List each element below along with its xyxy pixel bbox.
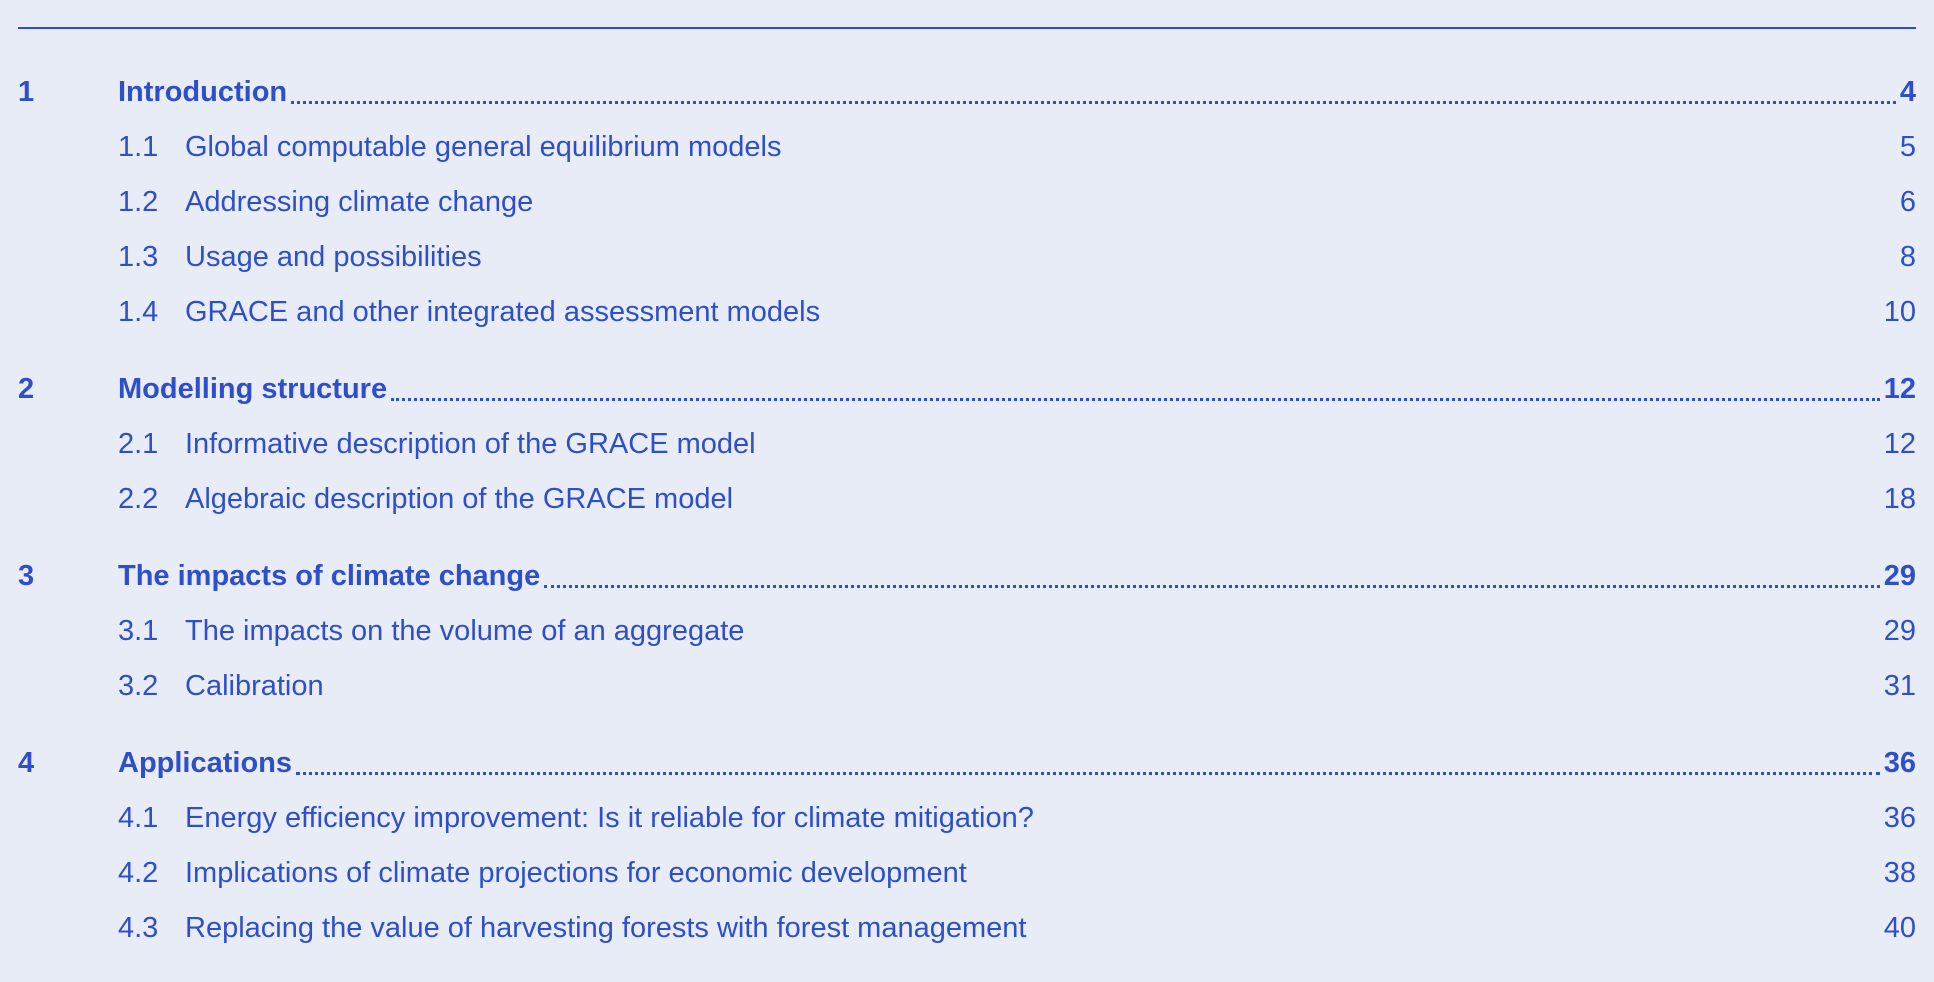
section-title: Algebraic description of the GRACE model bbox=[185, 483, 734, 515]
chapter-title: Introduction bbox=[118, 76, 288, 108]
page-number: 38 bbox=[1883, 857, 1916, 889]
section-number: 1.2 bbox=[118, 186, 159, 218]
section-title: Energy efficiency improvement: Is it rel… bbox=[185, 802, 1034, 834]
top-rule bbox=[18, 27, 1916, 29]
toc-chapter-4: 4 Applications 36 4.1 Energy efficiency … bbox=[18, 736, 1916, 956]
toc-section-entry[interactable]: 3.2 Calibration 31 bbox=[18, 659, 1916, 714]
toc-chapter-entry[interactable]: 2 Modelling structure 12 bbox=[18, 362, 1916, 417]
page-number: 29 bbox=[1883, 560, 1916, 592]
dot-leader bbox=[296, 772, 1880, 775]
toc-chapter-entry[interactable]: 4 Applications 36 bbox=[18, 736, 1916, 791]
toc-section-entry[interactable]: 1.2 Addressing climate change 6 bbox=[18, 175, 1916, 230]
page-number: 6 bbox=[1899, 186, 1916, 218]
section-number: 3.2 bbox=[118, 670, 159, 702]
page-number: 12 bbox=[1883, 428, 1916, 460]
page-number: 18 bbox=[1883, 483, 1916, 515]
dot-leader bbox=[544, 585, 1880, 588]
page-number: 40 bbox=[1883, 912, 1916, 944]
page-number: 10 bbox=[1883, 296, 1916, 328]
page-number: 36 bbox=[1883, 802, 1916, 834]
page-number: 5 bbox=[1899, 131, 1916, 163]
toc-chapter-1: 1 Introduction 4 1.1 Global computable g… bbox=[18, 65, 1916, 340]
toc-section-entry[interactable]: 4.3 Replacing the value of harvesting fo… bbox=[18, 901, 1916, 956]
section-number: 1.3 bbox=[118, 241, 159, 273]
section-title: Addressing climate change bbox=[185, 186, 534, 218]
toc-section-entry[interactable]: 2.1 Informative description of the GRACE… bbox=[18, 417, 1916, 472]
section-title: Calibration bbox=[185, 670, 324, 702]
chapter-number: 4 bbox=[18, 747, 35, 779]
section-title: Informative description of the GRACE mod… bbox=[185, 428, 756, 460]
section-number: 4.3 bbox=[118, 912, 159, 944]
chapter-number: 1 bbox=[18, 76, 35, 108]
section-title: Usage and possibilities bbox=[185, 241, 482, 273]
toc-chapter-2: 2 Modelling structure 12 2.1 Informative… bbox=[18, 362, 1916, 527]
dot-leader bbox=[391, 398, 1880, 401]
section-number: 2.1 bbox=[118, 428, 159, 460]
page-number: 12 bbox=[1883, 373, 1916, 405]
chapter-title: Applications bbox=[118, 747, 293, 779]
toc-section-entry[interactable]: 1.3 Usage and possibilities 8 bbox=[18, 230, 1916, 285]
section-number: 4.1 bbox=[118, 802, 159, 834]
toc-section-entry[interactable]: 4.2 Implications of climate projections … bbox=[18, 846, 1916, 901]
chapter-title: Modelling structure bbox=[118, 373, 388, 405]
page-number: 36 bbox=[1883, 747, 1916, 779]
dot-leader bbox=[291, 101, 1896, 104]
toc-section-entry[interactable]: 1.4 GRACE and other integrated assessmen… bbox=[18, 285, 1916, 340]
section-title: Replacing the value of harvesting forest… bbox=[185, 912, 1027, 944]
section-title: The impacts on the volume of an aggregat… bbox=[185, 615, 745, 647]
chapter-number: 2 bbox=[18, 373, 35, 405]
section-number: 2.2 bbox=[118, 483, 159, 515]
toc-section-entry[interactable]: 4.1 Energy efficiency improvement: Is it… bbox=[18, 791, 1916, 846]
table-of-contents: 1 Introduction 4 1.1 Global computable g… bbox=[18, 65, 1916, 978]
section-title: Global computable general equilibrium mo… bbox=[185, 131, 782, 163]
chapter-title: The impacts of climate change bbox=[118, 560, 541, 592]
section-number: 1.1 bbox=[118, 131, 159, 163]
chapter-number: 3 bbox=[18, 560, 35, 592]
page-number: 29 bbox=[1883, 615, 1916, 647]
toc-section-entry[interactable]: 3.1 The impacts on the volume of an aggr… bbox=[18, 604, 1916, 659]
section-title: GRACE and other integrated assessment mo… bbox=[185, 296, 821, 328]
page-number: 31 bbox=[1883, 670, 1916, 702]
toc-chapter-3: 3 The impacts of climate change 29 3.1 T… bbox=[18, 549, 1916, 714]
section-number: 1.4 bbox=[118, 296, 159, 328]
section-title: Implications of climate projections for … bbox=[185, 857, 967, 889]
section-number: 4.2 bbox=[118, 857, 159, 889]
page-number: 8 bbox=[1899, 241, 1916, 273]
section-number: 3.1 bbox=[118, 615, 159, 647]
page-number: 4 bbox=[1899, 76, 1916, 108]
toc-section-entry[interactable]: 2.2 Algebraic description of the GRACE m… bbox=[18, 472, 1916, 527]
toc-chapter-entry[interactable]: 3 The impacts of climate change 29 bbox=[18, 549, 1916, 604]
toc-section-entry[interactable]: 1.1 Global computable general equilibriu… bbox=[18, 120, 1916, 175]
toc-chapter-entry[interactable]: 1 Introduction 4 bbox=[18, 65, 1916, 120]
